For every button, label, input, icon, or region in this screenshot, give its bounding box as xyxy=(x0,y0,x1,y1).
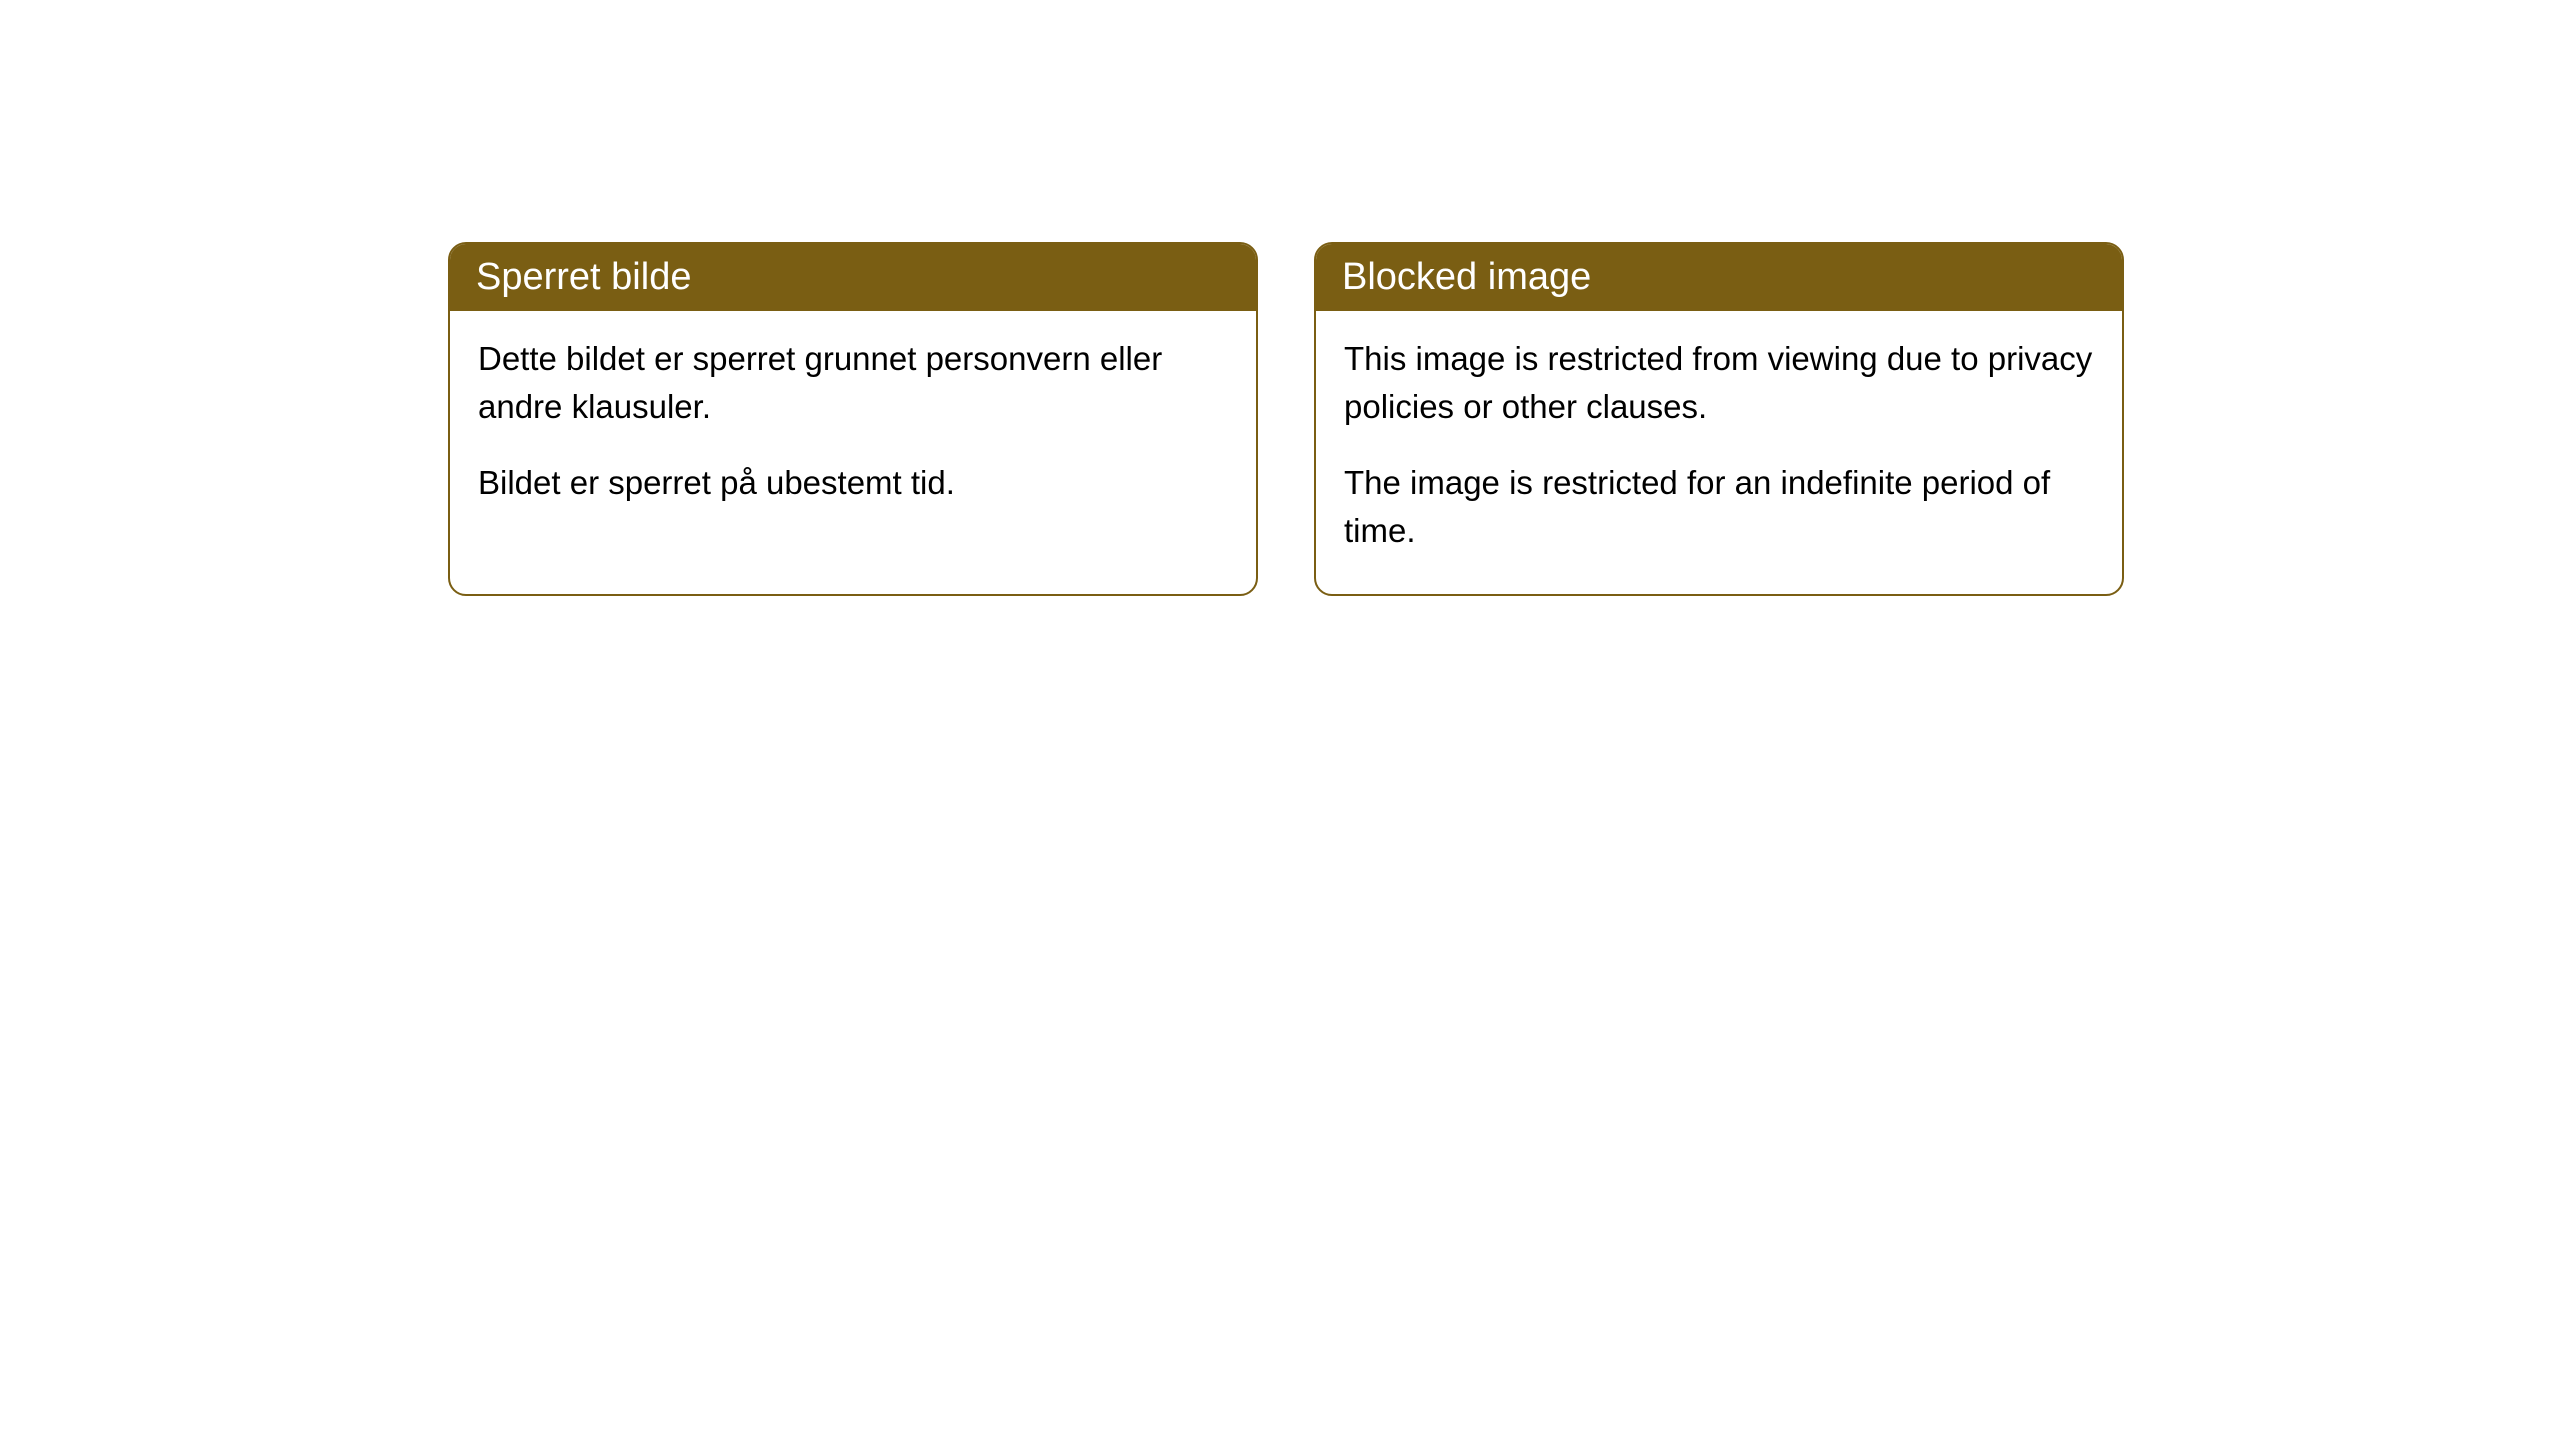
card-header-english: Blocked image xyxy=(1316,244,2122,311)
notice-container: Sperret bilde Dette bildet er sperret gr… xyxy=(0,0,2560,596)
card-header-norwegian: Sperret bilde xyxy=(450,244,1256,311)
notice-card-english: Blocked image This image is restricted f… xyxy=(1314,242,2124,596)
notice-card-norwegian: Sperret bilde Dette bildet er sperret gr… xyxy=(448,242,1258,596)
card-paragraph: This image is restricted from viewing du… xyxy=(1344,335,2094,431)
card-paragraph: Dette bildet er sperret grunnet personve… xyxy=(478,335,1228,431)
card-body-norwegian: Dette bildet er sperret grunnet personve… xyxy=(450,311,1256,547)
card-title: Blocked image xyxy=(1342,256,1591,298)
card-paragraph: The image is restricted for an indefinit… xyxy=(1344,459,2094,555)
card-title: Sperret bilde xyxy=(476,256,691,298)
card-body-english: This image is restricted from viewing du… xyxy=(1316,311,2122,594)
card-paragraph: Bildet er sperret på ubestemt tid. xyxy=(478,459,1228,507)
